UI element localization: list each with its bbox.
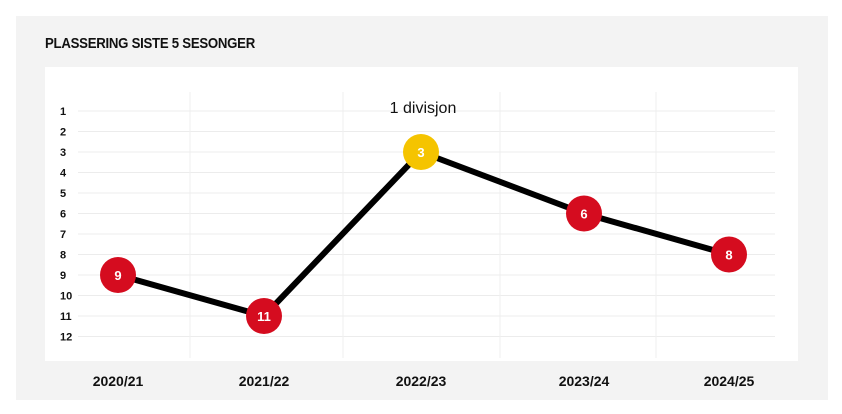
chart-title: PLASSERING SISTE 5 SESONGER: [45, 35, 255, 52]
y-tick-2: 2: [60, 127, 66, 139]
x-tick-2021/22: 2021/22: [239, 373, 290, 389]
y-tick-12: 12: [60, 332, 72, 344]
point-label: 11: [257, 309, 271, 324]
x-tick-2022/23: 2022/23: [396, 373, 447, 389]
y-tick-10: 10: [60, 291, 72, 303]
data-point-2020/21: 9: [100, 257, 136, 293]
point-marker: [246, 298, 282, 334]
x-tick-2020/21: 2020/21: [93, 373, 144, 389]
point-marker: [100, 257, 136, 293]
y-tick-3: 3: [60, 147, 66, 159]
data-point-2022/23: 3: [403, 134, 439, 170]
y-tick-1: 1: [60, 106, 66, 118]
point-marker: [403, 134, 439, 170]
point-label: 3: [417, 145, 424, 160]
y-tick-5: 5: [60, 188, 66, 200]
grid-layer: [78, 92, 775, 358]
division-annotation: 1 divisjon: [390, 100, 457, 117]
x-tick-2023/24: 2023/24: [559, 373, 610, 389]
data-point-2021/22: 11: [246, 298, 282, 334]
y-tick-11: 11: [60, 311, 72, 323]
point-label: 8: [725, 248, 732, 263]
series-points-layer: 9 11 3 6 8: [100, 134, 747, 334]
point-marker: [566, 195, 602, 232]
y-tick-7: 7: [60, 229, 66, 241]
point-marker: [711, 236, 747, 273]
data-point-2024/25: 8: [711, 236, 747, 273]
y-tick-9: 9: [60, 270, 66, 282]
point-label: 9: [114, 268, 121, 283]
y-tick-6: 6: [60, 209, 66, 221]
point-label: 6: [580, 207, 587, 222]
y-tick-4: 4: [60, 168, 67, 180]
data-point-2023/24: 6: [566, 195, 602, 232]
x-tick-2024/25: 2024/25: [704, 373, 755, 389]
y-tick-8: 8: [60, 250, 66, 262]
x-axis-ticks: 2020/21 2021/22 2022/23 2023/24 2024/25: [93, 373, 755, 389]
